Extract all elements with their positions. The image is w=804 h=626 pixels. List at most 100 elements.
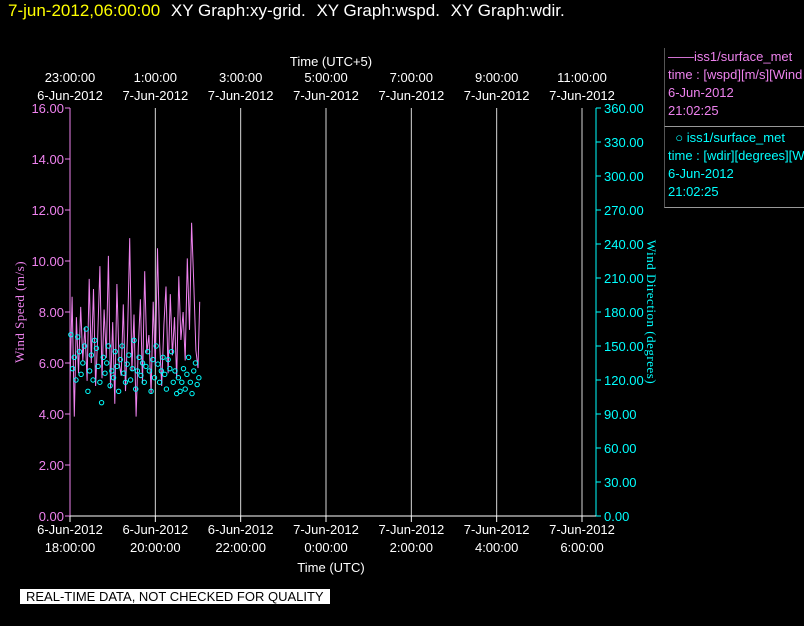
x-top-tick-label-date: 7-Jun-2012	[378, 88, 444, 103]
x-top-tick-label-time: 11:00:00	[557, 70, 607, 85]
x-top-tick-label-time: 3:00:00	[219, 70, 262, 85]
x-tick-label-time: 6:00:00	[560, 540, 603, 555]
wind-direction-point	[119, 343, 125, 349]
wind-direction-point	[172, 368, 178, 374]
wind-direction-point	[180, 365, 187, 372]
y-left-tick-label: 2.00	[39, 458, 64, 473]
wind-direction-point	[146, 368, 153, 374]
top-axis-ticks: 23:00:00 6-Jun-2012 1:00:00 7-Jun-2012 3:00:…	[37, 70, 615, 103]
x-top-tick-label-date: 7-Jun-2012	[122, 88, 188, 103]
wind-direction-point	[107, 382, 113, 389]
legend-wdir-time: 21:02:25	[668, 184, 719, 199]
wind-direction-point	[187, 379, 194, 385]
wind-direction-point	[115, 388, 122, 395]
legend-wspd-time: 21:02:25	[668, 103, 719, 118]
circle-symbol-icon: ○	[668, 130, 687, 145]
title-graph-wspd: XY Graph:wspd.	[316, 1, 440, 20]
legend-wspd-name: iss1/surface_met	[694, 49, 793, 64]
wind-direction-point	[69, 365, 76, 372]
y-right-tick-label: 60.00	[604, 441, 637, 456]
wind-direction-point	[138, 372, 144, 379]
legend: ——iss1/surface_met time : [wspd][m/s][Wi…	[664, 48, 804, 208]
left-axis-ticks: 0.00 2.00 4.00 6.00 8.00 10.00 12.00 14.00 16.00	[31, 101, 70, 524]
wind-direction-point	[196, 375, 202, 381]
wind-direction-point	[80, 360, 86, 366]
wind-direction-point	[105, 343, 112, 349]
wind-direction-point	[191, 368, 197, 374]
x-top-tick-label-time: 7:00:00	[390, 70, 433, 85]
x-top-tick-label-date: 7-Jun-2012	[549, 88, 615, 103]
wind-direction-point	[126, 352, 132, 358]
wind-direction-point	[168, 348, 175, 355]
y-left-tick-label: 14.00	[31, 152, 64, 167]
y-left-axis-label: Wind Speed (m/s)	[12, 261, 27, 363]
wind-direction-point	[83, 326, 89, 332]
x-tick-label-date: 7-Jun-2012	[378, 522, 444, 537]
wind-direction-point	[127, 377, 134, 383]
wind-direction-point	[184, 371, 190, 378]
legend-entry-wspd: ——iss1/surface_met time : [wspd][m/s][Wi…	[664, 48, 804, 127]
y-right-tick-label: 300.00	[604, 169, 644, 184]
wind-direction-point	[78, 371, 84, 378]
wind-speed-series	[69, 222, 201, 417]
y-right-tick-label: 120.00	[604, 373, 644, 388]
y-right-tick-label: 150.00	[604, 339, 644, 354]
x-top-tick-label-date: 7-Jun-2012	[208, 88, 274, 103]
wind-direction-point	[150, 356, 156, 363]
plot-frame	[69, 108, 597, 517]
x-tick-label-time: 4:00:00	[475, 540, 518, 555]
wind-direction-point	[97, 379, 103, 385]
y-left-tick-label: 4.00	[39, 407, 64, 422]
y-left-tick-label: 6.00	[39, 356, 64, 371]
wind-direction-point	[182, 386, 188, 392]
legend-entry-wdir: ○ iss1/surface_met time : [wdir][degrees…	[664, 127, 804, 208]
y-right-tick-label: 240.00	[604, 237, 644, 252]
wind-direction-series	[68, 326, 202, 406]
wind-direction-point	[143, 363, 149, 370]
wind-direction-point	[175, 375, 182, 381]
x-tick-label-date: 6-Jun-2012	[208, 522, 274, 537]
wind-direction-point	[109, 368, 115, 374]
wind-direction-point	[162, 371, 168, 378]
x-top-axis-label: Time (UTC+5)	[290, 54, 372, 69]
wind-direction-point	[121, 370, 127, 376]
title-graph-grid: XY Graph:xy-grid.	[170, 1, 306, 20]
legend-wdir-date: 6-Jun-2012	[668, 166, 734, 181]
x-tick-label-time: 2:00:00	[390, 540, 433, 555]
x-tick-label-date: 7-Jun-2012	[293, 522, 359, 537]
y-right-tick-label: 210.00	[604, 271, 644, 286]
x-top-tick-label-time: 1:00:00	[134, 70, 177, 85]
wind-direction-point	[160, 354, 166, 361]
wind-direction-point	[144, 348, 151, 355]
wind-direction-point	[68, 331, 74, 338]
wind-direction-point	[158, 368, 165, 374]
wind-direction-point	[170, 379, 176, 385]
x-bottom-axis-label: Time (UTC)	[297, 560, 364, 575]
wind-direction-point	[177, 388, 183, 395]
wind-direction-point	[88, 352, 95, 358]
wind-direction-point	[92, 337, 98, 344]
wind-direction-point	[102, 370, 108, 376]
x-top-tick-label-time: 23:00:00	[45, 70, 96, 85]
wind-direction-point	[103, 360, 110, 366]
x-top-tick-label-date: 7-Jun-2012	[293, 88, 359, 103]
wind-direction-point	[129, 365, 135, 372]
legend-wdir-desc: time : [wdir][degrees][Wi	[668, 148, 804, 163]
quality-note: REAL-TIME DATA, NOT CHECKED FOR QUALITY	[20, 589, 330, 604]
wind-direction-point	[155, 361, 161, 367]
graph-title: 7-jun-2012,06:00:00 XY Graph:xy-grid. XY…	[8, 1, 565, 21]
x-top-tick-label-time: 5:00:00	[304, 70, 347, 85]
wind-direction-point	[153, 343, 159, 349]
y-right-tick-label: 180.00	[604, 305, 644, 320]
y-left-tick-label: 16.00	[31, 101, 64, 116]
y-right-tick-label: 270.00	[604, 203, 644, 218]
vertical-gridlines	[69, 108, 583, 516]
legend-wdir-name: iss1/surface_met	[686, 130, 785, 145]
wind-direction-point	[100, 354, 106, 361]
wind-direction-point	[95, 363, 101, 370]
wind-direction-point	[114, 363, 120, 370]
bottom-axis-ticks: 6-Jun-2012 18:00:00 6-Jun-2012 20:00:00 6-Ju…	[37, 516, 615, 555]
y-left-tick-label: 12.00	[31, 203, 64, 218]
title-datetime: 7-jun-2012,06:00:00	[8, 1, 161, 20]
x-tick-label-time: 18:00:00	[45, 540, 96, 555]
